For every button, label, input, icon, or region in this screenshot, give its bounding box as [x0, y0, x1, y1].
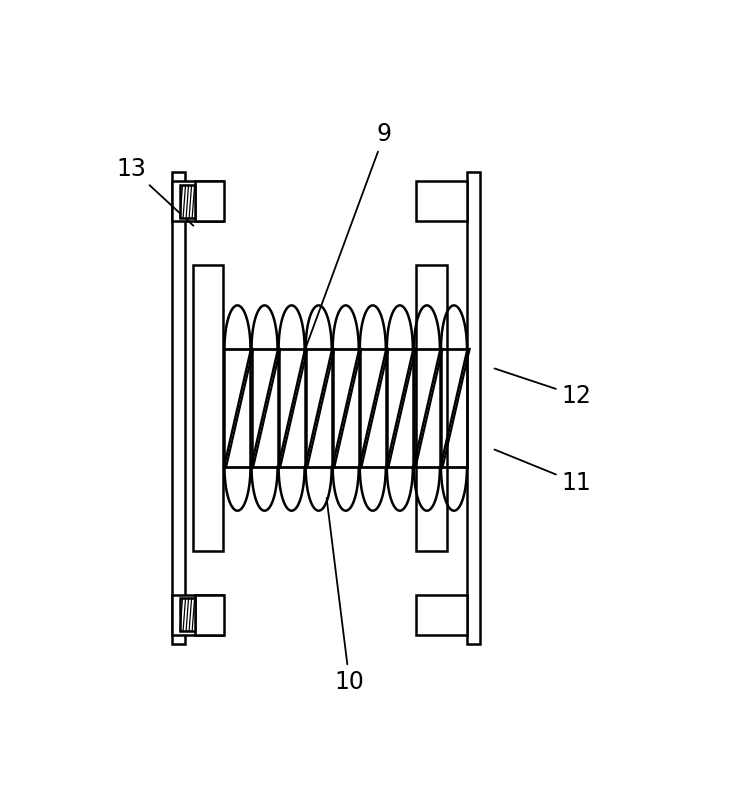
Bar — [195, 181, 224, 221]
Bar — [467, 171, 480, 645]
Text: 13: 13 — [116, 157, 194, 225]
Bar — [416, 595, 467, 635]
Bar — [195, 595, 224, 635]
Bar — [172, 171, 185, 645]
Text: 9: 9 — [304, 122, 392, 352]
Bar — [180, 599, 195, 631]
Bar — [193, 265, 223, 551]
Bar — [172, 181, 224, 221]
Bar — [416, 181, 467, 221]
Bar — [180, 185, 195, 217]
Text: 12: 12 — [494, 368, 591, 407]
Bar — [172, 595, 224, 635]
Text: 11: 11 — [494, 449, 591, 494]
Text: 10: 10 — [326, 498, 364, 694]
Bar — [416, 265, 446, 551]
